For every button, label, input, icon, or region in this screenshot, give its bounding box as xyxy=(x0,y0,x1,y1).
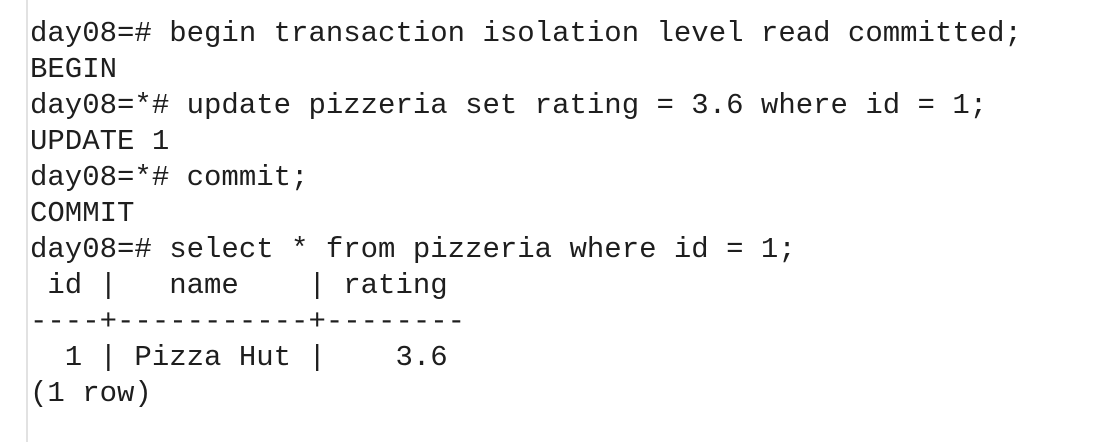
terminal-line: day08=*# commit; xyxy=(30,161,309,194)
terminal-output: day08=# begin transaction isolation leve… xyxy=(26,0,1106,442)
terminal-line: (1 row) xyxy=(30,377,152,410)
terminal-line: id | name | rating xyxy=(30,269,448,302)
terminal-line: day08=# begin transaction isolation leve… xyxy=(30,17,1022,50)
terminal-line: day08=# select * from pizzeria where id … xyxy=(30,233,796,266)
terminal-line: UPDATE 1 xyxy=(30,125,170,158)
terminal-line: day08=*# update pizzeria set rating = 3.… xyxy=(30,89,988,122)
terminal-line: COMMIT xyxy=(30,197,135,230)
terminal-line: BEGIN xyxy=(30,53,118,86)
terminal-line: 1 | Pizza Hut | 3.6 xyxy=(30,341,448,374)
terminal-line: ----+-----------+-------- xyxy=(30,305,466,338)
